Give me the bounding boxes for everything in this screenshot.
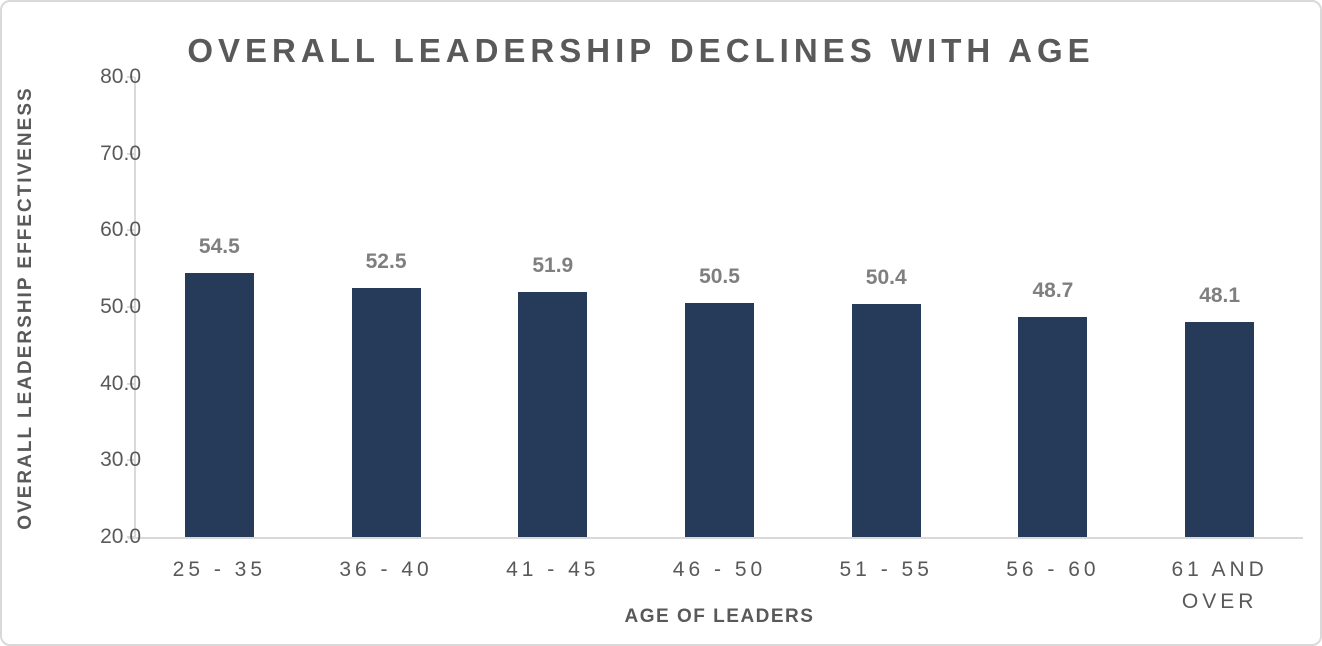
bar	[184, 272, 254, 537]
bar-value-label: 51.9	[532, 254, 574, 278]
bar	[851, 303, 921, 537]
y-tick-label: 20.0	[100, 525, 141, 548]
y-tick	[127, 536, 134, 538]
y-tick	[127, 382, 134, 385]
y-tick	[127, 229, 134, 232]
x-axis-title: AGE OF LEADERS	[624, 606, 815, 627]
y-tick-label: 50.0	[100, 295, 141, 318]
x-tick-label: 36 - 40	[339, 558, 433, 581]
bar	[1185, 321, 1255, 537]
x-tick-label: 51 - 55	[839, 558, 933, 581]
chart-title: OVERALL LEADERSHIP DECLINES WITH AGE	[187, 32, 1095, 69]
y-tick	[127, 152, 134, 155]
x-tick-label: 56 - 60	[1006, 558, 1100, 581]
bar-value-label: 48.1	[1199, 283, 1241, 307]
x-tick-label: 25 - 35	[172, 558, 267, 581]
bar-value-label: 48.7	[1032, 278, 1074, 302]
y-axis-title: OVERALL LEADERSHIP EFFECTIVENESS	[15, 86, 36, 530]
bar-value-label: 50.4	[865, 265, 907, 289]
y-tick-label: 80.0	[100, 65, 141, 88]
bar-value-label: 54.5	[198, 234, 240, 258]
x-axis-line	[128, 537, 1303, 539]
bar	[1018, 316, 1088, 537]
x-tick-label: 61 AND OVER	[1171, 558, 1268, 613]
y-tick	[127, 306, 134, 308]
y-tick	[127, 459, 134, 462]
y-tick-label: 70.0	[100, 141, 141, 165]
bar	[685, 303, 754, 537]
y-tick-label: 30.0	[100, 448, 141, 472]
bar-value-label: 50.5	[699, 265, 740, 289]
bar-value-label: 52.5	[365, 249, 407, 273]
bar	[351, 287, 421, 537]
bar	[518, 292, 588, 537]
x-tick-label: 46 - 50	[672, 558, 767, 581]
y-tick	[127, 76, 134, 78]
plot-area: 54.5 52.5 51.9 50.5 50.4 48.7 48.1 25 - 35 36 -…	[127, 76, 1303, 613]
y-tick-label: 40.0	[100, 371, 141, 395]
y-tick-label: 60.0	[100, 218, 141, 242]
y-axis-line	[134, 77, 136, 537]
x-tick-label: 41 - 45	[506, 558, 600, 581]
